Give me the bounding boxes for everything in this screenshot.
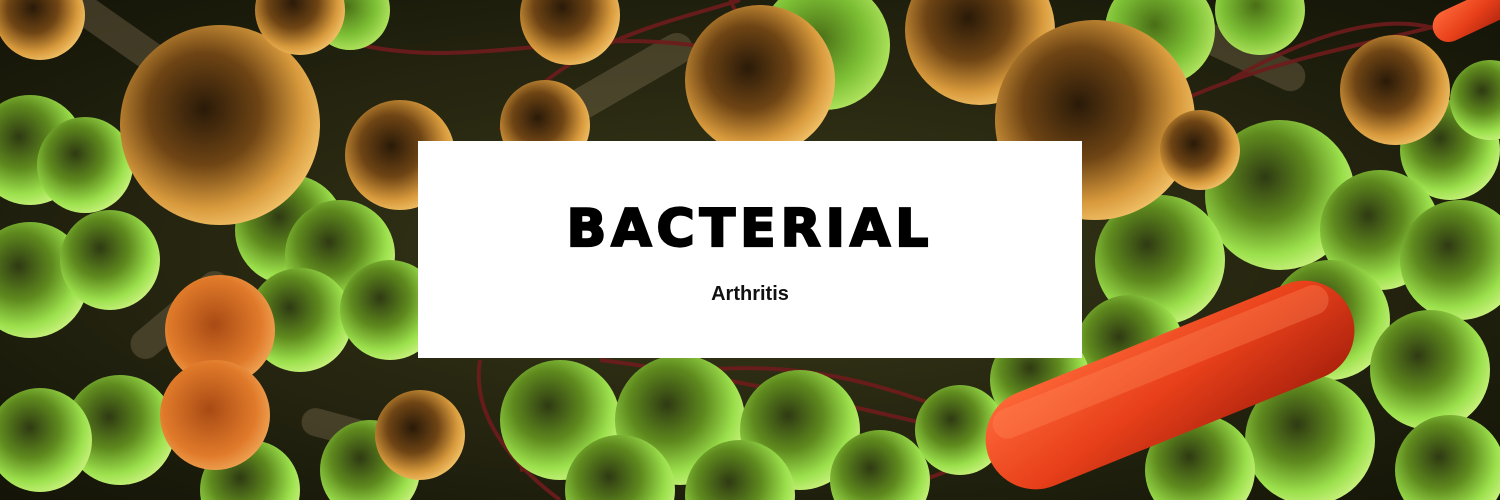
page-subtitle: Arthritis bbox=[711, 283, 789, 305]
title-card: BACTERIAL Arthritis bbox=[418, 141, 1082, 358]
page-title: BACTERIAL bbox=[565, 198, 934, 260]
